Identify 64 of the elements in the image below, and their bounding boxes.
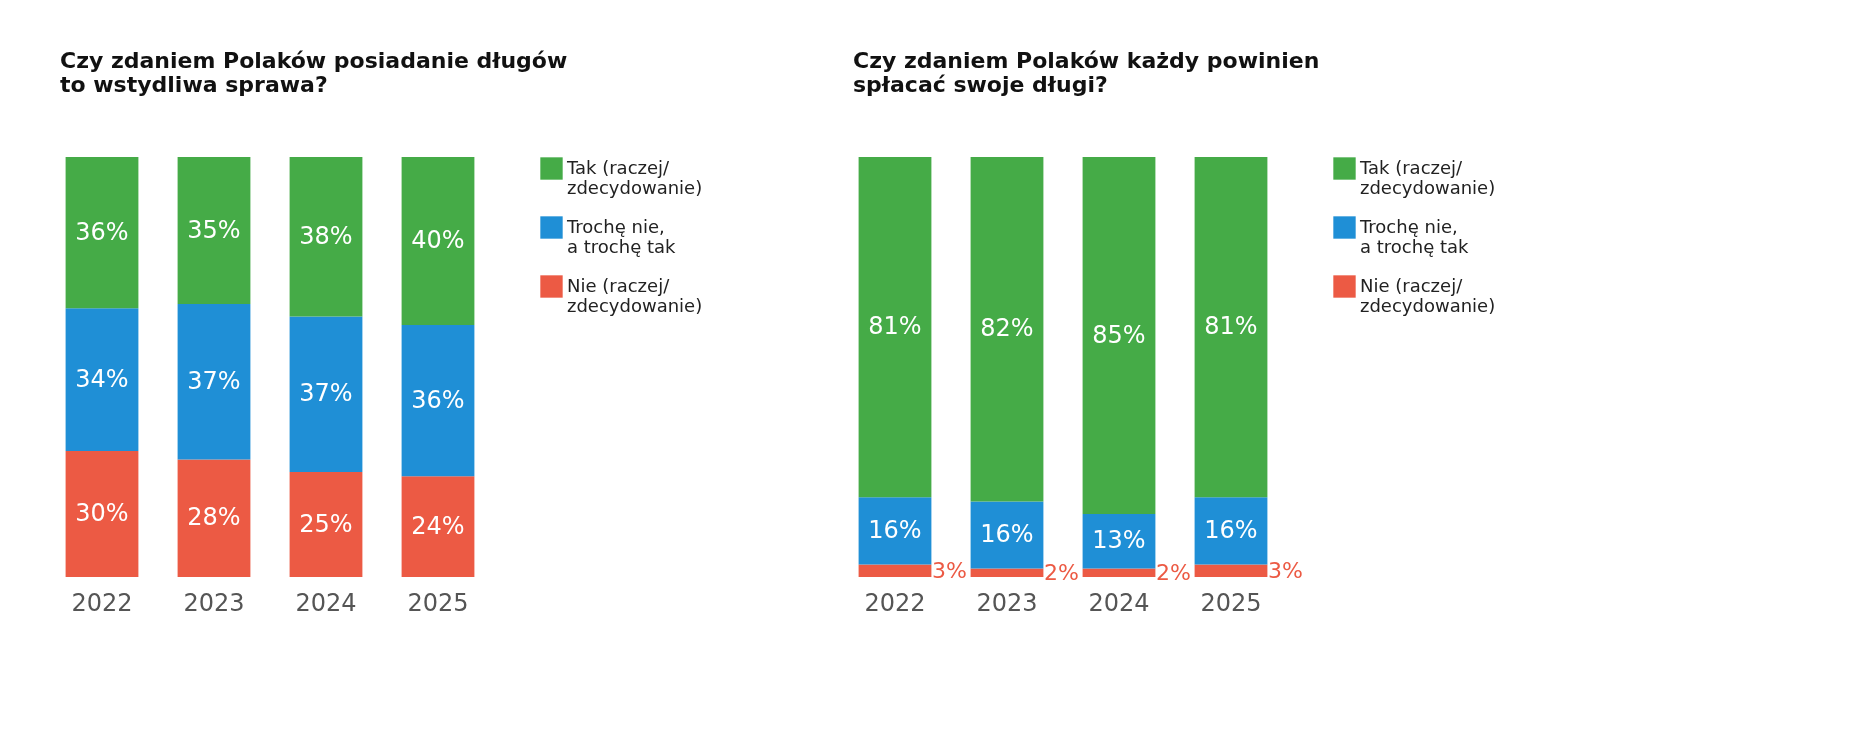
- data-label: 81%: [868, 312, 922, 341]
- x-tick-label: 2024: [295, 588, 357, 617]
- data-label: 16%: [980, 520, 1034, 548]
- x-tick-label: 2024: [1088, 588, 1150, 617]
- data-label: 35%: [187, 215, 241, 244]
- data-label: 13%: [1092, 526, 1146, 555]
- x-tick-label: 2022: [71, 588, 133, 617]
- x-tick-label: 2023: [976, 588, 1038, 617]
- x-tick-label: 2022: [864, 588, 926, 617]
- bar: [1082, 568, 1156, 577]
- bar: [970, 501, 1044, 569]
- x-tick-label: 2025: [1200, 588, 1262, 617]
- data-label: 16%: [1204, 515, 1258, 544]
- bar: [289, 157, 363, 317]
- legend-label: Tak (raczej/ zdecydowanie): [566, 156, 703, 198]
- data-label: 30%: [75, 499, 129, 527]
- bar: [65, 157, 139, 309]
- bar: [401, 157, 475, 325]
- bar: [177, 304, 251, 460]
- data-label: 2%: [1044, 559, 1079, 585]
- bar: [177, 459, 251, 577]
- data-label: 85%: [1092, 320, 1146, 349]
- bar: [970, 157, 1044, 502]
- data-label: 36%: [411, 385, 465, 414]
- x-tick-label: 2023: [183, 588, 245, 617]
- bar: [1082, 514, 1156, 569]
- data-label: 34%: [75, 364, 129, 393]
- bar: [1194, 157, 1268, 498]
- bar: [858, 157, 932, 498]
- bar: [970, 568, 1044, 577]
- legend-label: Nie (raczej/ zdecydowanie): [567, 274, 703, 316]
- data-label: 16%: [868, 515, 922, 544]
- bar: [1082, 157, 1156, 514]
- legend-label: Trochę nie, a trochę tak: [1359, 215, 1470, 257]
- data-label: 28%: [187, 503, 241, 532]
- data-label: 3%: [932, 557, 967, 583]
- bar: [858, 497, 932, 565]
- bar: [177, 157, 251, 304]
- bar: [289, 316, 363, 472]
- legend-label: Tak (raczej/ zdecydowanie): [1359, 156, 1496, 198]
- data-label: 2%: [1156, 559, 1191, 585]
- data-label: 37%: [187, 366, 241, 395]
- bar: [1194, 564, 1268, 577]
- data-label: 3%: [1268, 557, 1303, 583]
- data-label: 81%: [1204, 312, 1258, 341]
- data-label: 38%: [299, 221, 353, 250]
- chart-title: Czy zdaniem Polaków każdy powinien spłacać swoje długi?: [853, 48, 1320, 97]
- legend-label: Trochę nie, a trochę tak: [566, 215, 677, 257]
- bar: [65, 308, 139, 451]
- data-label: 36%: [75, 217, 129, 246]
- legend-label: Nie (raczej/ zdecydowanie): [1360, 274, 1496, 316]
- bar: [858, 564, 932, 577]
- data-label: 37%: [299, 379, 353, 408]
- bar: [289, 472, 363, 577]
- data-label: 24%: [411, 511, 465, 540]
- x-tick-label: 2025: [407, 588, 469, 617]
- data-label: 25%: [299, 509, 353, 538]
- bar: [1194, 497, 1268, 565]
- bar: [401, 476, 475, 577]
- bar: [401, 325, 475, 477]
- data-label: 40%: [411, 226, 465, 254]
- chart-title: Czy zdaniem Polaków posiadanie długów to wstydliwa sprawa?: [60, 48, 568, 97]
- bar: [65, 451, 139, 577]
- data-label: 82%: [980, 314, 1034, 343]
